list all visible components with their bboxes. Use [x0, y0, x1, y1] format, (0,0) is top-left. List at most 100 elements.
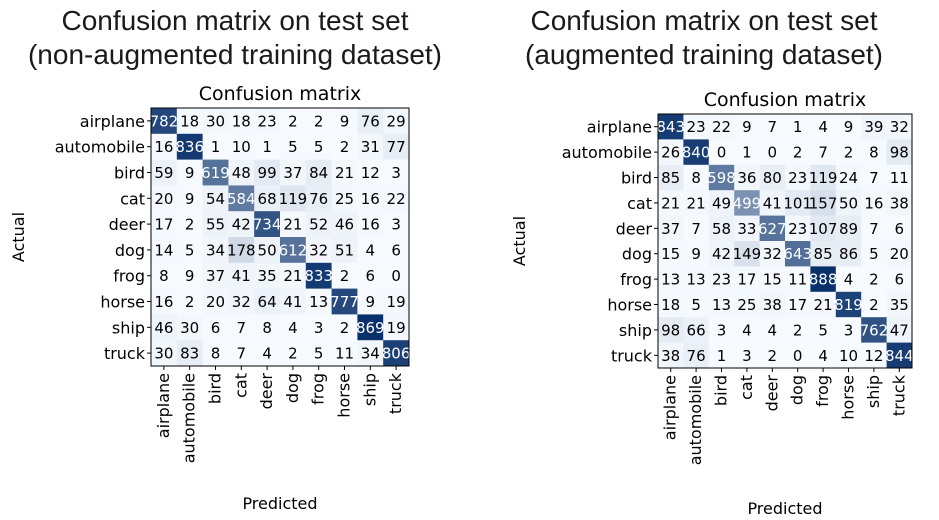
heatmap-cell — [810, 342, 837, 369]
cell-value-label: 25 — [335, 190, 354, 208]
heatmap-cell — [383, 340, 410, 367]
y-tick-label: cat — [627, 194, 652, 213]
y-tick-labels: airplane automobile bird cat deer dog frog hors… — [562, 118, 658, 365]
heatmap-cell — [658, 291, 684, 318]
y-tick-label: dog — [115, 241, 145, 260]
panel-caption-line2: (non-augmented training dataset) — [27, 39, 443, 70]
heatmap-cell — [280, 211, 307, 238]
cell-value-label: 34 — [206, 241, 225, 259]
heatmap-cell — [810, 241, 837, 267]
cell-value-label: 25 — [737, 296, 756, 314]
cell-value-label: 7 — [869, 220, 879, 238]
heatmap-cell — [734, 114, 760, 140]
cell-value-label: 4 — [768, 321, 778, 339]
y-tick-label: frog — [620, 270, 652, 289]
cell-value-label: 840 — [682, 144, 711, 162]
cell-value-label: 612 — [279, 241, 308, 259]
heatmap-cell — [886, 164, 913, 191]
x-tick-label: ship — [360, 373, 379, 406]
cell-value-label: 23 — [258, 112, 277, 130]
panel-caption-line1: Confusion matrix on test set — [530, 5, 878, 36]
cell-value-label: 2 — [314, 112, 324, 130]
cell-value-label: 46 — [154, 319, 173, 337]
x-tick-label: bird — [712, 375, 731, 406]
cell-value-label: 0 — [768, 144, 778, 162]
cell-value-label: 4 — [818, 118, 828, 136]
cell-value-label: 76 — [309, 190, 328, 208]
cell-value-label: 32 — [232, 293, 251, 311]
cell-value-label: 77 — [387, 138, 406, 156]
heatmap-cell — [280, 133, 307, 160]
heatmap-cell — [708, 342, 735, 369]
heatmap-cell — [708, 114, 735, 140]
y-tick-label: deer — [616, 219, 653, 238]
cell-value-label: 32 — [763, 245, 782, 263]
x-tick-label: dog — [788, 375, 807, 405]
heatmap-cell — [176, 159, 203, 186]
heatmap-cell — [202, 288, 229, 315]
heatmap-cell — [683, 139, 710, 166]
x-tick-label: frog — [813, 375, 832, 407]
cell-value-label: 37 — [283, 164, 302, 182]
cell-value-label: 5 — [869, 245, 879, 263]
cell-value-label: 52 — [309, 216, 328, 234]
heatmap-cell — [683, 291, 710, 318]
panel-augmented: Confusion matrix on test set (augmented … — [469, 0, 939, 520]
heatmap-cell — [861, 342, 887, 369]
cell-value-label: 3 — [844, 321, 854, 339]
cell-value-label: 3 — [742, 347, 752, 365]
cell-value-label: 84 — [309, 164, 328, 182]
heatmap-cell — [254, 288, 281, 315]
cell-value-label: 9 — [185, 190, 195, 208]
cell-value-label: 16 — [361, 190, 380, 208]
heatmap-cell — [280, 340, 307, 367]
heatmap-cell — [886, 241, 913, 267]
heatmap-cell — [254, 262, 281, 289]
heatmap-cell — [176, 262, 203, 289]
y-tick-label: ship — [112, 318, 145, 337]
cell-value-label: 3 — [391, 216, 401, 234]
cell-value-label: 11 — [788, 271, 807, 289]
heatmap-cell — [734, 139, 760, 166]
heatmap-cell — [759, 164, 786, 191]
heatmap-cell — [228, 211, 255, 238]
x-tick-label: truck — [889, 374, 908, 416]
cell-value-label: 19 — [387, 293, 406, 311]
heatmap-cell — [785, 164, 811, 191]
heatmap-cell — [202, 262, 229, 289]
heatmap-cell — [658, 266, 684, 293]
cell-value-label: 7 — [818, 144, 828, 162]
cell-value-label: 21 — [661, 194, 680, 212]
heatmap-cell — [759, 114, 786, 140]
heatmap-cell — [759, 215, 786, 242]
y-tick-label: truck — [611, 346, 653, 365]
heatmap-cell — [357, 133, 384, 160]
heatmap-cell — [202, 211, 229, 238]
heatmap-cell — [280, 262, 307, 289]
panel-caption-line2: (augmented training dataset) — [525, 39, 883, 70]
x-axis-label: Predicted — [747, 499, 822, 518]
cell-value-label: 23 — [712, 271, 731, 289]
cell-value-label: 41 — [763, 194, 782, 212]
cell-value-label: 888 — [809, 271, 838, 289]
cell-value-label: 55 — [206, 216, 225, 234]
cell-value-label: 819 — [834, 296, 863, 314]
heatmap-cell — [305, 211, 332, 238]
cell-value-label: 47 — [890, 321, 909, 339]
heatmap-cell — [176, 108, 203, 135]
cell-value-label: 0 — [391, 267, 401, 285]
heatmap-cell — [708, 190, 735, 216]
heatmap-cell — [176, 314, 203, 341]
heatmap-cell — [708, 139, 735, 166]
cell-value-label: 13 — [661, 271, 680, 289]
heatmap-cell — [810, 215, 837, 242]
heatmap-cell — [357, 108, 384, 135]
heatmap-cell — [151, 237, 178, 264]
heatmap-cell — [658, 317, 684, 343]
heatmap-cell — [810, 190, 837, 216]
heatmap-cell — [151, 288, 178, 315]
cell-value-label: 16 — [864, 194, 883, 212]
heatmap-cell — [810, 164, 837, 191]
heatmap-cell — [810, 114, 837, 140]
